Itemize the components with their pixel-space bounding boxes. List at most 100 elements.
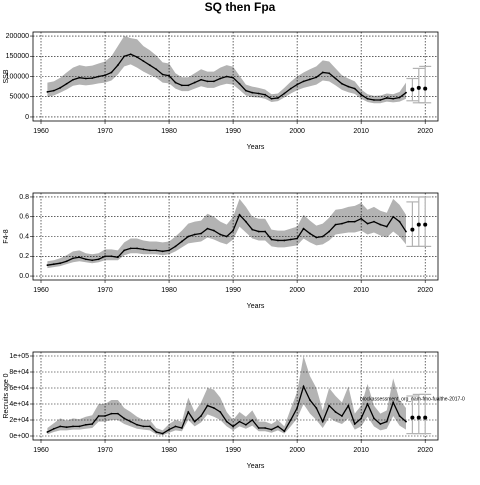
median-point — [129, 247, 132, 250]
median-point — [283, 239, 286, 242]
median-point — [309, 78, 311, 81]
median-point — [193, 81, 196, 84]
median-point — [78, 76, 81, 79]
median-point — [405, 230, 407, 233]
median-point — [289, 87, 292, 90]
median-point — [200, 232, 202, 235]
median-point — [392, 97, 395, 100]
median-point — [91, 77, 94, 80]
median-point — [238, 82, 241, 85]
median-point — [315, 407, 318, 409]
median-point — [72, 78, 74, 81]
median-point — [168, 74, 170, 77]
median-point — [123, 55, 126, 58]
y-tick-label: 100000 — [6, 73, 29, 80]
median-point — [347, 85, 350, 88]
median-point — [212, 80, 215, 83]
x-tick-label: 2000 — [289, 128, 305, 135]
median-point — [334, 77, 337, 80]
x-tick-label: 2020 — [417, 287, 433, 294]
y-tick-label: 50000 — [10, 94, 30, 101]
median-point — [212, 407, 215, 409]
projection-point — [416, 222, 421, 227]
median-point — [193, 420, 196, 423]
median-point — [379, 99, 382, 101]
y-tick-label: 0 — [25, 114, 29, 121]
x-tick-label: 1960 — [33, 128, 49, 135]
median-point — [97, 258, 100, 261]
y-axis-label: F4-8 — [3, 229, 10, 244]
median-point — [91, 259, 94, 262]
median-point — [283, 92, 286, 95]
median-point — [65, 82, 68, 85]
median-point — [309, 399, 311, 401]
median-point — [251, 419, 254, 421]
median-point — [334, 411, 337, 413]
y-axis-label: Recruits age 0 — [3, 373, 10, 418]
median-point — [366, 97, 369, 100]
x-tick-label: 1970 — [97, 447, 113, 454]
uncertainty-band — [47, 198, 406, 269]
x-axis-label: Years — [247, 303, 265, 310]
median-point — [225, 235, 228, 238]
x-tick-label: 1970 — [97, 287, 113, 294]
median-point — [245, 220, 247, 223]
median-point — [110, 412, 113, 415]
median-point — [142, 425, 145, 428]
median-point — [174, 81, 177, 84]
median-point — [174, 425, 177, 428]
uncertainty-band — [47, 36, 406, 104]
x-tick-label: 1990 — [225, 287, 241, 294]
y-tick-label: 1e+05 — [9, 353, 29, 360]
plot-frame — [32, 351, 439, 441]
median-point — [277, 425, 279, 428]
median-point — [110, 71, 113, 74]
x-tick-label: 1970 — [97, 128, 113, 135]
median-point — [129, 53, 132, 56]
median-point — [360, 417, 363, 420]
median-point — [302, 385, 305, 388]
y-tick-label: 0.8 — [19, 194, 29, 201]
median-point — [347, 220, 350, 223]
median-point — [206, 80, 209, 83]
median-point — [328, 230, 331, 233]
median-point — [257, 427, 260, 429]
median-point — [116, 64, 119, 67]
median-point — [72, 425, 74, 428]
median-point — [232, 229, 234, 232]
median-point — [289, 238, 292, 241]
median-point — [180, 427, 183, 429]
y-tick-label: 150000 — [6, 53, 29, 60]
median-point — [123, 417, 126, 420]
x-tick-label: 1990 — [225, 447, 241, 454]
median-point — [296, 83, 299, 86]
median-point — [360, 93, 363, 96]
median-point — [212, 229, 215, 232]
median-point — [161, 432, 164, 435]
median-point — [353, 423, 356, 425]
y-tick-label: 0.4 — [19, 233, 29, 240]
median-point — [59, 262, 62, 265]
uncertainty-band — [47, 356, 406, 436]
median-point — [238, 420, 241, 423]
median-point — [341, 222, 343, 225]
median-point — [148, 425, 151, 428]
median-point — [155, 431, 158, 433]
y-tick-label: 0.2 — [19, 253, 29, 260]
median-point — [328, 404, 331, 407]
projection-point — [423, 415, 428, 420]
median-point — [193, 233, 196, 236]
median-point — [219, 233, 222, 236]
median-point — [302, 227, 305, 230]
median-point — [264, 230, 267, 233]
median-point — [353, 87, 356, 90]
median-point — [353, 220, 356, 223]
median-point — [321, 71, 324, 74]
projection-point — [416, 415, 421, 420]
median-point — [379, 423, 382, 425]
median-point — [232, 425, 234, 428]
median-point — [174, 245, 177, 248]
median-point — [219, 411, 222, 413]
median-point — [155, 249, 158, 252]
